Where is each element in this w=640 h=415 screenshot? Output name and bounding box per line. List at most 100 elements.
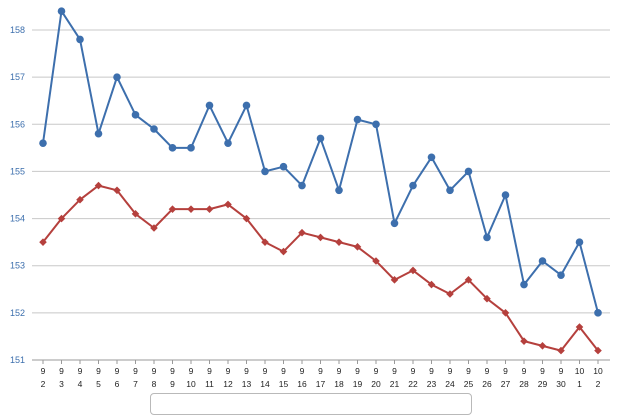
- series-1-point: [557, 271, 565, 279]
- y-tick-label: 156: [10, 119, 25, 129]
- series-2-point: [464, 276, 473, 284]
- y-tick-label: 154: [10, 214, 25, 224]
- x-tick-day: 18: [334, 379, 344, 389]
- series-2-point: [113, 186, 121, 195]
- series-2-point: [57, 214, 66, 223]
- x-tick-month: 9: [244, 366, 249, 376]
- x-tick-month: 9: [189, 366, 194, 376]
- x-tick-day: 28: [519, 379, 529, 389]
- x-tick-month: 9: [503, 366, 508, 376]
- y-tick-label: 155: [10, 166, 25, 176]
- series-2-point: [520, 337, 528, 345]
- y-tick-label: 153: [10, 261, 25, 271]
- series-2-point: [224, 200, 232, 209]
- series-1-point: [464, 167, 473, 176]
- series-1-point: [298, 181, 306, 190]
- y-tick-label: 151: [10, 355, 25, 365]
- series-2-point: [390, 276, 399, 284]
- series-1-point: [279, 162, 288, 171]
- series-1-line: [42, 10, 599, 314]
- series-1-point: [113, 73, 121, 81]
- x-tick-month: 9: [263, 366, 268, 376]
- series-1-point: [483, 233, 491, 242]
- x-tick-day: 10: [186, 379, 196, 389]
- series-2-point: [187, 205, 195, 213]
- x-tick-month: 9: [559, 366, 564, 376]
- x-tick-day: 30: [556, 379, 566, 389]
- x-tick-day: 25: [464, 379, 474, 389]
- x-tick-month: 10: [593, 366, 603, 376]
- x-tick-month: 9: [485, 366, 490, 376]
- x-tick-day: 19: [353, 379, 363, 389]
- x-tick-month: 9: [78, 366, 83, 376]
- series-2-point: [298, 228, 306, 237]
- x-tick-day: 6: [115, 379, 120, 389]
- series-2-point: [353, 243, 362, 251]
- series-1-point: [594, 309, 602, 317]
- series-2-point: [242, 214, 251, 223]
- x-tick-day: 26: [482, 379, 492, 389]
- x-tick-month: 9: [300, 366, 305, 376]
- x-tick-day: 2: [596, 379, 601, 389]
- x-tick-month: 9: [152, 366, 157, 376]
- series-markers: [39, 7, 602, 355]
- series-2-point: [446, 290, 454, 298]
- series-1-point: [575, 238, 584, 246]
- x-tick-month: 9: [281, 366, 286, 376]
- series-1-point: [353, 115, 362, 124]
- x-tick-day: 24: [445, 379, 455, 389]
- legend-box: [150, 393, 472, 415]
- series-1-point: [150, 125, 158, 133]
- series-1-point: [242, 101, 251, 110]
- x-tick-month: 9: [59, 366, 64, 376]
- series-1-point: [131, 111, 140, 119]
- x-tick-day: 13: [242, 379, 252, 389]
- x-tick-month: 9: [337, 366, 342, 376]
- series-1-point: [335, 186, 343, 195]
- x-tick-day: 12: [223, 379, 233, 389]
- series-1-point: [261, 167, 269, 176]
- x-tick-day: 20: [371, 379, 381, 389]
- x-tick-month: 10: [575, 366, 585, 376]
- series-2-point: [335, 238, 343, 246]
- x-tick-month: 9: [466, 366, 471, 376]
- series-1-point: [538, 257, 547, 265]
- series-1-point: [168, 144, 177, 152]
- series-2-line: [42, 184, 599, 352]
- series-1-point: [446, 186, 454, 195]
- series-2-point: [372, 257, 380, 265]
- x-tick-month: 9: [522, 366, 527, 376]
- y-tick-label: 152: [10, 308, 25, 318]
- series-2-point: [538, 342, 547, 350]
- series-2-point: [131, 210, 140, 218]
- series-2-point: [279, 247, 288, 256]
- x-tick-day: 16: [297, 379, 307, 389]
- series-1-point: [390, 219, 399, 228]
- x-tick-day: 2: [41, 379, 46, 389]
- x-tick-day: 15: [279, 379, 289, 389]
- x-tick-day: 22: [408, 379, 418, 389]
- x-tick-month: 9: [41, 366, 46, 376]
- x-tick-day: 11: [205, 379, 214, 389]
- series-1-point: [205, 101, 214, 110]
- x-tick-month: 9: [448, 366, 453, 376]
- x-tick-month: 9: [115, 366, 120, 376]
- series-2-point: [594, 346, 602, 355]
- series-1-point: [372, 120, 380, 129]
- x-tick-day: 27: [501, 379, 511, 389]
- series-2-point: [409, 266, 417, 275]
- x-tick-day: 5: [96, 379, 101, 389]
- series-2-point: [150, 224, 158, 232]
- series-2-point: [261, 238, 269, 246]
- series-1-point: [57, 7, 66, 15]
- x-tick-day: 23: [427, 379, 437, 389]
- series-1-point: [224, 139, 232, 147]
- x-tick-day: 29: [538, 379, 548, 389]
- series-2-point: [427, 280, 436, 289]
- series-1-point: [501, 191, 510, 199]
- x-tick-month: 9: [207, 366, 212, 376]
- y-axis-ticks: 151 152 153 154 155 156 157 158: [10, 25, 25, 365]
- x-tick-month: 9: [133, 366, 138, 376]
- x-tick-day: 17: [316, 379, 326, 389]
- x-tick-month: 9: [540, 366, 545, 376]
